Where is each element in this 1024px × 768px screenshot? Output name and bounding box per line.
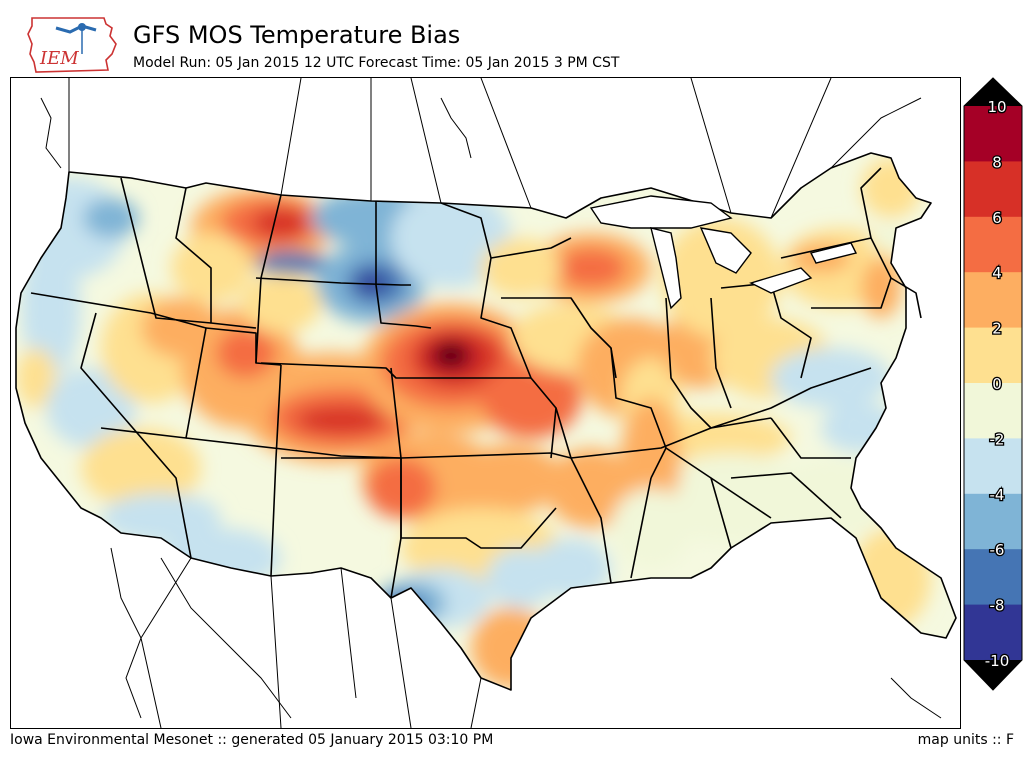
coastline-fragments bbox=[40, 97, 942, 719]
colorbar-segment bbox=[964, 549, 1022, 606]
colorbar-tick-label: 0 bbox=[992, 375, 1002, 393]
boundary-lines bbox=[15, 78, 957, 728]
colorbar-tick-label: 10 bbox=[987, 98, 1006, 116]
colorbar-outline bbox=[963, 77, 1023, 691]
colorbar-segment bbox=[964, 493, 1022, 550]
colorbar-tick-label: -2 bbox=[990, 430, 1005, 448]
colorbar-segment bbox=[964, 106, 1022, 162]
bias-field bbox=[16, 158, 931, 688]
colorbar-tick-label: 6 bbox=[992, 209, 1002, 227]
colorbar-tick-label: 2 bbox=[992, 320, 1002, 338]
colorbar-segment bbox=[964, 216, 1022, 273]
colorbar-segment bbox=[964, 327, 1022, 384]
colorbar-segment bbox=[964, 272, 1022, 329]
colorbar-tick-label: -10 bbox=[985, 652, 1010, 670]
colorbar-over-arrow bbox=[964, 78, 1022, 106]
colorbar-segment bbox=[964, 604, 1022, 661]
colorbar-tick-label: 4 bbox=[992, 264, 1002, 282]
footer-credit: Iowa Environmental Mesonet :: generated … bbox=[10, 732, 494, 748]
colorbar-segment bbox=[964, 438, 1022, 495]
temperature-bias-map bbox=[10, 77, 961, 729]
colorbar-tick-label: -4 bbox=[990, 486, 1005, 504]
colorbar: 10 8 6 4 2 0 -2 -4 -6 -8 -10 bbox=[956, 76, 1024, 696]
map-units: map units :: F bbox=[917, 732, 1014, 748]
map-title: GFS MOS Temperature Bias bbox=[133, 21, 461, 49]
map-subtitle: Model Run: 05 Jan 2015 12 UTC Forecast T… bbox=[133, 55, 620, 71]
colorbar-segment bbox=[964, 383, 1022, 439]
colorbar-tick-label: 8 bbox=[992, 153, 1002, 171]
colorbar-segment bbox=[964, 161, 1022, 218]
colorbar-under-arrow bbox=[964, 660, 1022, 690]
iem-logo: IEM bbox=[26, 14, 122, 76]
great-lakes bbox=[589, 195, 858, 310]
colorbar-tick-label: -8 bbox=[990, 597, 1005, 615]
colorbar-tick-label: -6 bbox=[990, 541, 1005, 559]
logo-text: IEM bbox=[39, 48, 79, 69]
